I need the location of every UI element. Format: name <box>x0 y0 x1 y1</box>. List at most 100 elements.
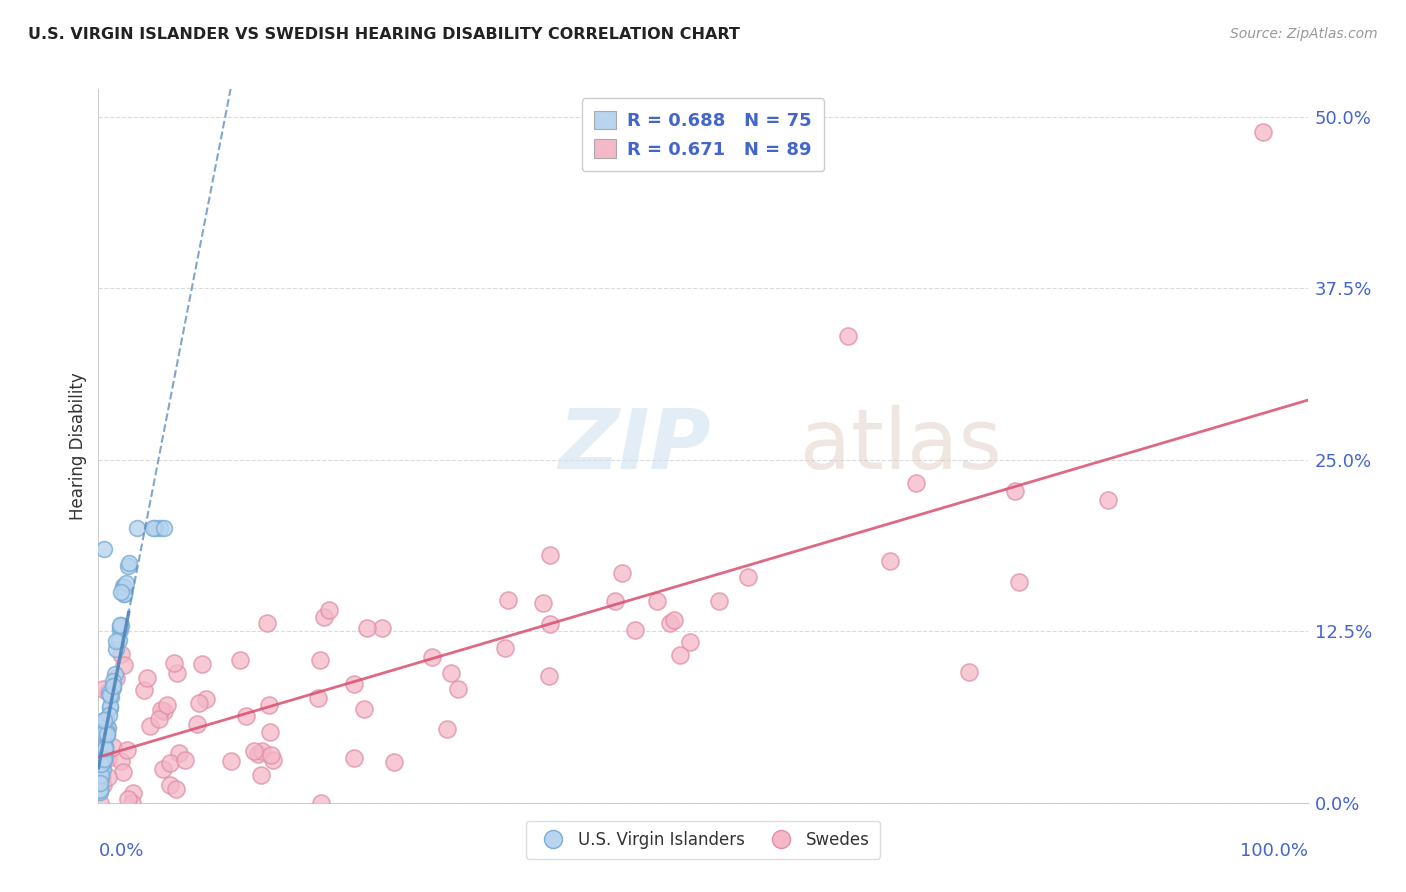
Point <box>136 671 159 685</box>
Point <box>98 701 121 715</box>
Point <box>447 682 470 697</box>
Point <box>121 796 143 810</box>
Point <box>311 796 333 810</box>
Point <box>249 768 271 782</box>
Text: 100.0%: 100.0% <box>1240 842 1308 860</box>
Point <box>105 634 128 648</box>
Point <box>93 748 115 763</box>
Point <box>110 647 132 661</box>
Point <box>89 780 111 794</box>
Point <box>96 727 118 741</box>
Point <box>94 745 117 759</box>
Point <box>93 752 115 766</box>
Point <box>112 580 135 594</box>
Point <box>89 771 111 785</box>
Point <box>603 594 626 608</box>
Point <box>94 725 117 739</box>
Point <box>112 658 135 673</box>
Point <box>669 648 692 662</box>
Point <box>89 780 111 795</box>
Point <box>150 703 173 717</box>
Point <box>97 770 120 784</box>
Point <box>96 712 118 726</box>
Point <box>112 586 135 600</box>
Point <box>91 778 114 792</box>
Point <box>142 521 165 535</box>
Point <box>89 772 111 787</box>
Point <box>538 616 561 631</box>
Point <box>163 656 186 670</box>
Point <box>256 615 278 630</box>
Point <box>356 621 378 635</box>
Point <box>89 764 111 779</box>
Text: Source: ZipAtlas.com: Source: ZipAtlas.com <box>1230 27 1378 41</box>
Point <box>117 559 139 574</box>
Point <box>658 615 681 630</box>
Point <box>94 742 117 756</box>
Point <box>259 747 281 762</box>
Point <box>111 765 134 780</box>
Point <box>90 769 112 783</box>
Point <box>96 718 118 732</box>
Point <box>156 698 179 713</box>
Text: ZIP: ZIP <box>558 406 710 486</box>
Point <box>531 596 554 610</box>
Point <box>91 745 114 759</box>
Point <box>110 623 132 637</box>
Point <box>343 751 366 765</box>
Point <box>90 769 112 783</box>
Point <box>314 610 336 624</box>
Point <box>93 541 115 556</box>
Point <box>107 632 129 647</box>
Point <box>1008 574 1031 589</box>
Point <box>91 762 114 776</box>
Point <box>90 761 112 775</box>
Point <box>382 756 405 770</box>
Point <box>343 677 366 691</box>
Point <box>353 702 375 716</box>
Point <box>90 761 112 775</box>
Point <box>143 521 166 535</box>
Point <box>308 653 330 667</box>
Point <box>89 774 111 789</box>
Point <box>440 665 463 680</box>
Point <box>98 688 121 702</box>
Point <box>165 782 187 797</box>
Point <box>138 719 160 733</box>
Point <box>108 619 131 633</box>
Point <box>89 781 111 796</box>
Point <box>89 775 111 789</box>
Point <box>89 782 111 797</box>
Point <box>111 579 134 593</box>
Point <box>134 683 156 698</box>
Point <box>97 721 120 735</box>
Point <box>90 753 112 767</box>
Point <box>94 741 117 756</box>
Point <box>104 641 127 656</box>
Point <box>108 618 131 632</box>
Point <box>159 756 181 771</box>
Point <box>420 650 443 665</box>
Point <box>494 641 516 656</box>
Point <box>89 772 111 787</box>
Text: U.S. VIRGIN ISLANDER VS SWEDISH HEARING DISABILITY CORRELATION CHART: U.S. VIRGIN ISLANDER VS SWEDISH HEARING … <box>28 27 740 42</box>
Point <box>537 669 560 683</box>
Point <box>91 682 114 697</box>
Point <box>93 742 115 756</box>
Text: atlas: atlas <box>800 406 1001 486</box>
Point <box>610 566 633 581</box>
Point <box>1097 492 1119 507</box>
Point <box>127 521 149 535</box>
Point <box>538 548 561 562</box>
Point <box>371 621 394 635</box>
Point <box>229 653 252 667</box>
Point <box>257 698 280 712</box>
Point <box>235 709 257 723</box>
Point <box>101 673 124 688</box>
Point <box>247 747 270 762</box>
Point <box>148 713 170 727</box>
Point <box>837 329 859 343</box>
Point <box>153 704 176 718</box>
Point <box>103 740 125 755</box>
Point <box>879 554 901 568</box>
